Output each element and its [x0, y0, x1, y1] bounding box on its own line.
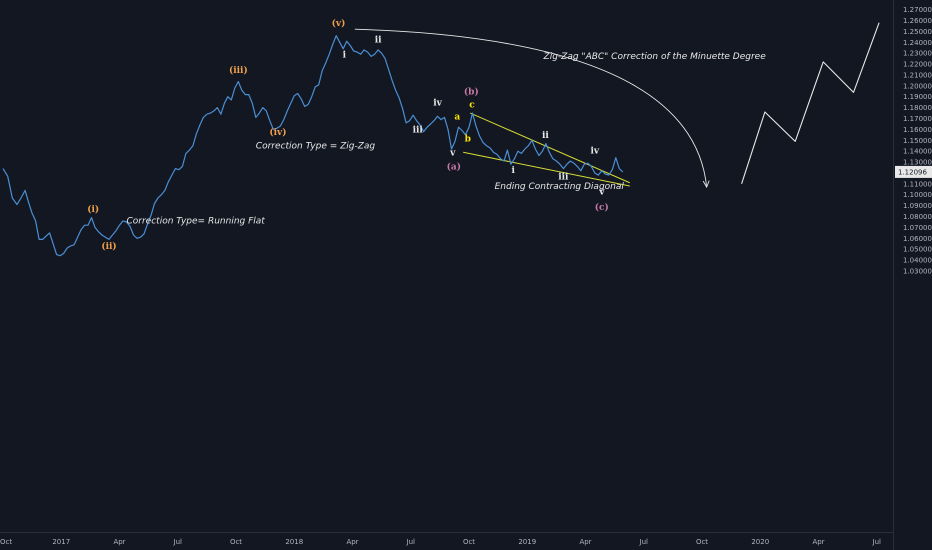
x-tick-label: Oct [230, 538, 242, 546]
y-tick-label: 1.08000 [903, 213, 932, 221]
wave-label: (c) [595, 202, 609, 213]
wave-label: (b) [464, 87, 479, 98]
wave-label: (iv) [269, 127, 286, 138]
price-line [2, 35, 624, 257]
wave-label: (i) [87, 204, 99, 215]
last-price-label: 1.12096 [898, 168, 927, 176]
arrow-head [702, 180, 710, 189]
diagonal-trendline [463, 151, 630, 187]
x-tick-label: 2017 [52, 538, 70, 546]
wave-label: v [598, 188, 605, 198]
x-tick-label: Apr [812, 538, 824, 546]
wave-label: v [449, 149, 456, 159]
y-tick-label: 1.13000 [903, 159, 932, 167]
y-tick-label: 1.14000 [903, 148, 932, 156]
chart-note: Correction Type= Running Flat [126, 217, 265, 227]
wave-label: iii [413, 126, 424, 136]
projection-line [741, 22, 880, 184]
x-tick-label: Oct [0, 538, 12, 546]
last-price-badge [895, 165, 932, 178]
wave-label: (v) [332, 18, 346, 29]
x-tick-label: Jul [173, 538, 183, 546]
x-tick-label: Apr [346, 538, 358, 546]
y-tick-label: 1.07000 [903, 224, 932, 232]
y-tick-label: 1.17000 [903, 115, 932, 123]
wave-label: i [512, 166, 516, 176]
notes-layer: Correction Type= Running Flat Correction … [126, 52, 766, 226]
x-tick-label: Jul [639, 538, 649, 546]
arrow-layer [354, 28, 710, 189]
wave-label: ii [542, 131, 549, 141]
y-axis: 1.03000 1.04000 1.05000 1.06000 1.07000 1.080… [903, 6, 932, 275]
y-tick-label: 1.04000 [903, 257, 932, 265]
chart-note: Correction Type = Zig-Zag [256, 141, 376, 151]
correction-arrow [354, 28, 708, 188]
last-price-tag: 1.12096 [895, 165, 932, 178]
x-tick-label: 2018 [285, 538, 303, 546]
x-axis: Oct 2017 Apr Jul Oct 2018 Apr Jul Oct 2019 Apr Jul O… [0, 538, 881, 546]
x-tick-label: Jul [872, 538, 882, 546]
wave-label: i [343, 51, 347, 61]
wave-label: b [465, 134, 471, 144]
trendlines-layer [463, 112, 630, 187]
y-tick-label: 1.18000 [903, 104, 932, 112]
wave-label: (ii) [101, 241, 116, 252]
wave-label: (iii) [229, 65, 248, 76]
y-tick-label: 1.26000 [903, 17, 932, 25]
y-tick-label: 1.22000 [903, 61, 932, 69]
y-tick-label: 1.09000 [903, 202, 932, 210]
x-tick-label: Apr [579, 538, 591, 546]
y-tick-label: 1.24000 [903, 39, 932, 47]
y-tick-label: 1.05000 [903, 246, 932, 254]
y-tick-label: 1.20000 [903, 82, 932, 90]
y-tick-label: 1.19000 [903, 93, 932, 101]
y-tick-label: 1.23000 [903, 50, 932, 58]
series-layer [2, 22, 880, 257]
y-tick-label: 1.10000 [903, 191, 932, 199]
wave-labels-layer: (i)(ii)(iii)(iv)(v)iiiiiiivv(a)(b)abciii… [87, 18, 609, 252]
x-tick-label: Oct [696, 538, 708, 546]
y-tick-label: 1.11000 [903, 180, 932, 188]
chart-note: Zig-Zag "ABC" Correction of the Minuette… [543, 52, 767, 62]
x-tick-label: Apr [113, 538, 125, 546]
y-tick-label: 1.16000 [903, 126, 932, 134]
y-tick-label: 1.06000 [903, 235, 932, 243]
wave-label: iii [558, 172, 569, 182]
wave-label: ii [375, 35, 382, 45]
wave-label: a [454, 113, 460, 123]
wave-label: iv [590, 146, 599, 156]
wave-label: iv [433, 98, 442, 108]
diagonal-trendline [469, 112, 630, 184]
y-tick-label: 1.15000 [903, 137, 932, 145]
y-tick-label: 1.03000 [903, 267, 932, 275]
x-tick-label: 2020 [751, 538, 769, 546]
y-tick-label: 1.21000 [903, 71, 932, 79]
chart-note: Ending Contracting Diagonal [495, 182, 625, 192]
y-tick-label: 1.27000 [903, 6, 932, 14]
wave-label: (a) [447, 162, 461, 173]
y-tick-label: 1.25000 [903, 28, 932, 36]
x-tick-label: Jul [406, 538, 416, 546]
wave-label: c [469, 101, 475, 111]
x-tick-label: 2019 [518, 538, 536, 546]
x-tick-label: Oct [463, 538, 475, 546]
